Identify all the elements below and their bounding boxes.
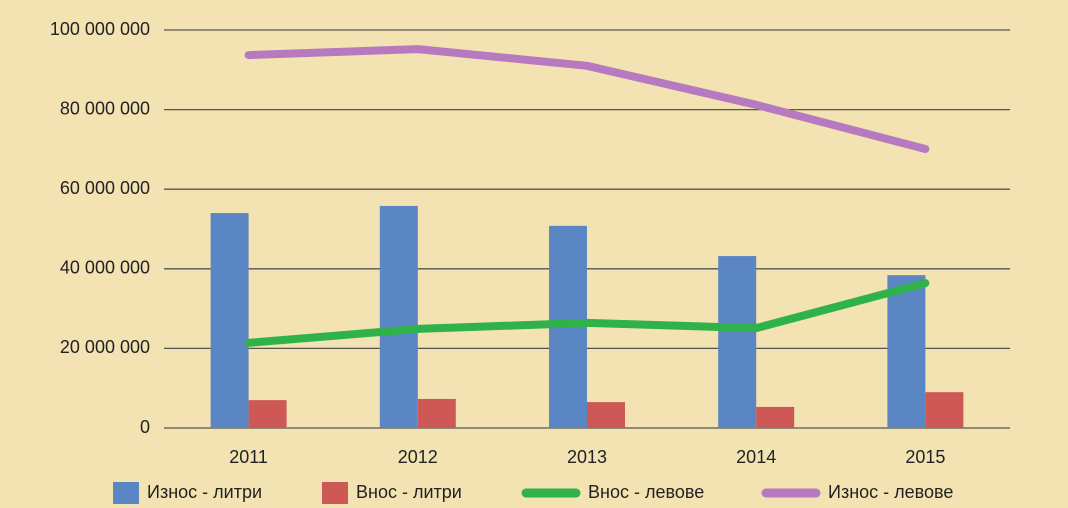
- bar: [756, 406, 795, 428]
- legend-label: Внос - левове: [588, 482, 704, 502]
- bar: [248, 400, 287, 428]
- bar: [210, 213, 249, 428]
- bar: [417, 398, 456, 428]
- bar: [587, 402, 625, 428]
- bar: [925, 392, 964, 428]
- bar: [887, 275, 926, 428]
- line: [244, 279, 930, 347]
- x-tick-label: 2015: [905, 447, 945, 467]
- line: [244, 45, 930, 154]
- legend-label: Износ - литри: [147, 482, 262, 502]
- x-tick-label: 2013: [567, 447, 607, 467]
- x-tick-label: 2011: [229, 447, 268, 467]
- y-tick-label: 60 000 000: [60, 178, 150, 198]
- y-tick-label: 0: [140, 417, 150, 437]
- y-tick-label: 20 000 000: [60, 337, 150, 357]
- y-tick-label: 80 000 000: [60, 98, 150, 118]
- bar: [718, 256, 757, 428]
- bar: [379, 205, 418, 428]
- y-tick-label: 100 000 000: [50, 19, 150, 39]
- legend-swatch: [322, 482, 348, 504]
- legend-label: Износ - левове: [828, 482, 953, 502]
- x-tick-label: 2012: [398, 447, 438, 467]
- y-tick-label: 40 000 000: [60, 258, 150, 278]
- legend-label: Внос - литри: [356, 482, 462, 502]
- x-tick-label: 2014: [736, 447, 776, 467]
- legend-swatch: [113, 482, 139, 504]
